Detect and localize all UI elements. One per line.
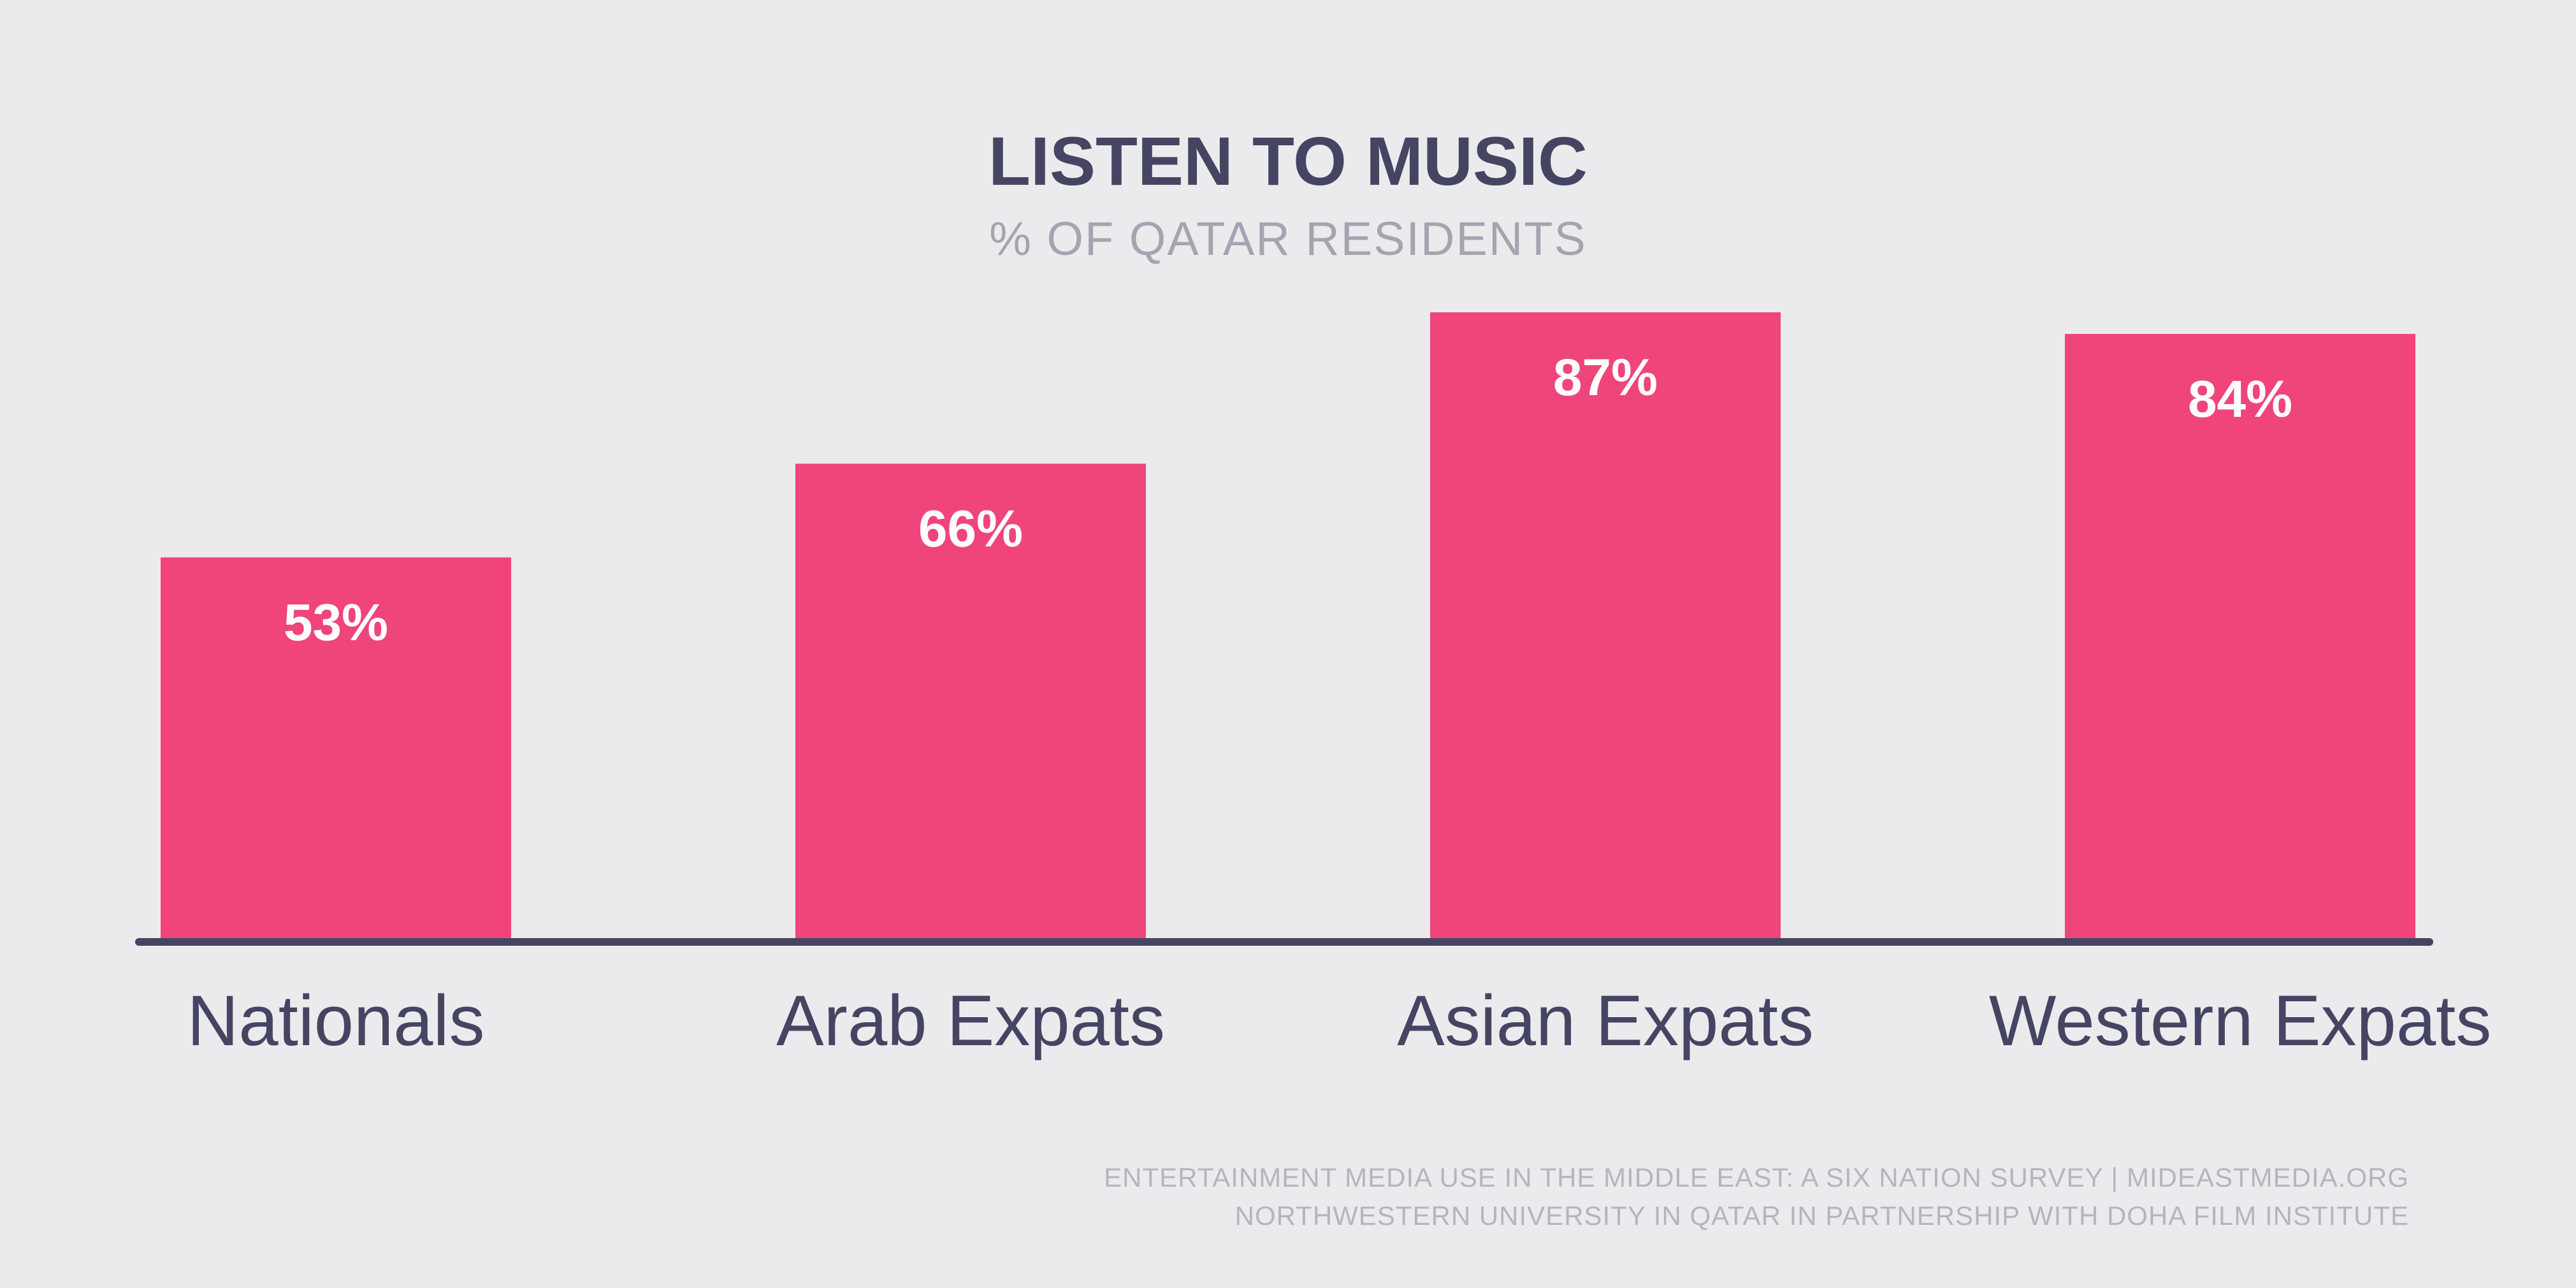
source-line-2: NORTHWESTERN UNIVERSITY IN QATAR IN PART… [1235, 1201, 2409, 1231]
bar-value-label-3: 84% [2188, 370, 2292, 428]
chart-title: LISTEN TO MUSIC [988, 122, 1588, 199]
category-label-0: Nationals [187, 981, 485, 1060]
bar-value-label-1: 66% [918, 500, 1023, 558]
source-line-1: ENTERTAINMENT MEDIA USE IN THE MIDDLE EA… [1104, 1162, 2409, 1192]
chart-subtitle: % OF QATAR RESIDENTS [989, 212, 1587, 265]
category-label-1: Arab Expats [776, 981, 1165, 1060]
category-label-2: Asian Expats [1397, 981, 1814, 1060]
bar-0 [161, 557, 511, 939]
bar-value-label-0: 53% [284, 594, 388, 652]
category-labels-group: Nationals Arab Expats Asian Expats Western … [187, 981, 2492, 1060]
category-label-3: Western Expats [1989, 981, 2491, 1060]
x-axis-baseline [135, 938, 2433, 946]
bar-value-label-2: 87% [1553, 349, 1658, 407]
bar-3 [2065, 333, 2415, 939]
bars-group [161, 312, 2415, 939]
bar-1 [795, 463, 1146, 939]
bar-2 [1430, 312, 1781, 939]
value-labels-group: 53% 66% 87% 84% [284, 349, 2292, 652]
